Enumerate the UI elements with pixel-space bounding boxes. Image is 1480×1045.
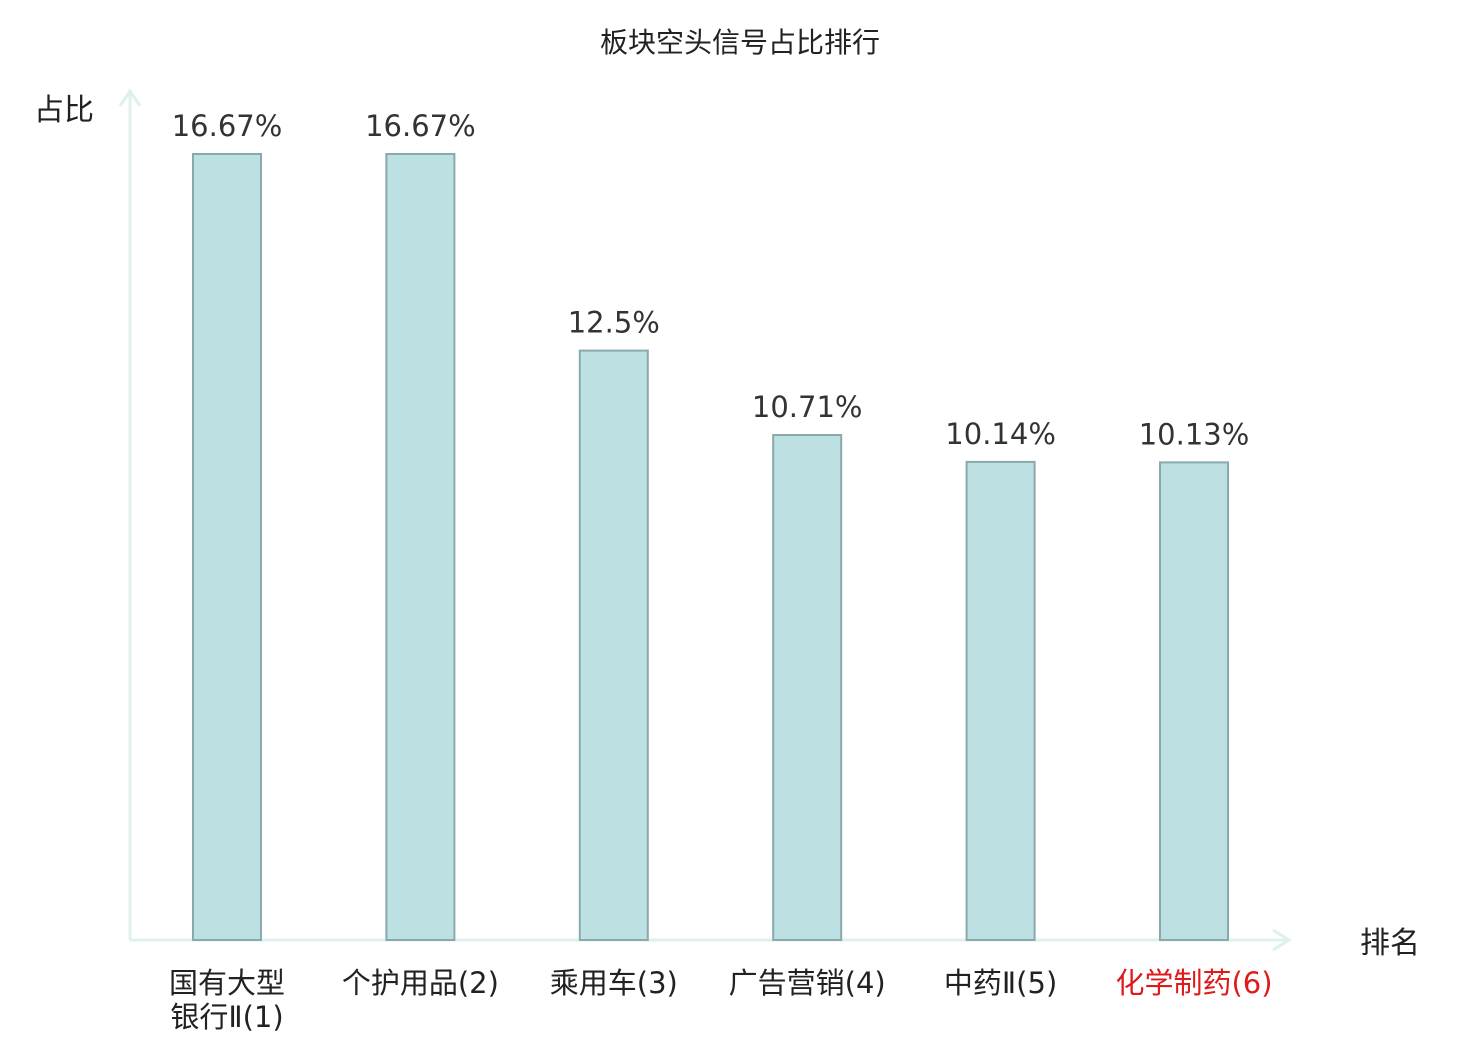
- x-axis-arrow: [1272, 928, 1292, 952]
- bar-2: [385, 153, 456, 941]
- bars-group: [192, 153, 1229, 942]
- category-label-1: 国有大型银行Ⅱ(1): [169, 966, 285, 1034]
- value-label-5: 10.14%: [945, 417, 1056, 451]
- category-label-6: 化学制药(6): [1115, 966, 1272, 1000]
- bar-5: [965, 460, 1036, 941]
- bar-6: [1159, 461, 1229, 941]
- y-axis-title: 占比: [34, 93, 94, 128]
- value-label-3: 12.5%: [568, 306, 660, 340]
- value-label-6: 10.13%: [1139, 417, 1250, 451]
- category-label-4: 广告营销(4): [729, 966, 886, 1000]
- category-label-3: 乘用车(3): [550, 966, 678, 1000]
- value-labels-group: 16.67% 16.67% 12.5% 10.71% 10.14% 10.13%: [172, 109, 1250, 451]
- chart-title: 板块空头信号占比排行: [600, 26, 880, 59]
- category-labels-group: 国有大型银行Ⅱ(1) 个护用品(2) 乘用车(3) 广告营销(4) 中药Ⅱ(5) 化学制药…: [169, 966, 1273, 1034]
- bar-3: [578, 349, 649, 942]
- category-label-2: 个护用品(2): [342, 966, 499, 1000]
- category-label-5: 中药Ⅱ(5): [944, 966, 1057, 1000]
- bar-1: [192, 153, 262, 941]
- value-label-2: 16.67%: [365, 109, 476, 143]
- x-axis-title: 排名: [1360, 926, 1420, 961]
- bar-4: [772, 434, 843, 941]
- value-label-4: 10.71%: [752, 390, 863, 424]
- value-label-1: 16.67%: [172, 109, 283, 143]
- y-axis-arrow: [118, 88, 142, 107]
